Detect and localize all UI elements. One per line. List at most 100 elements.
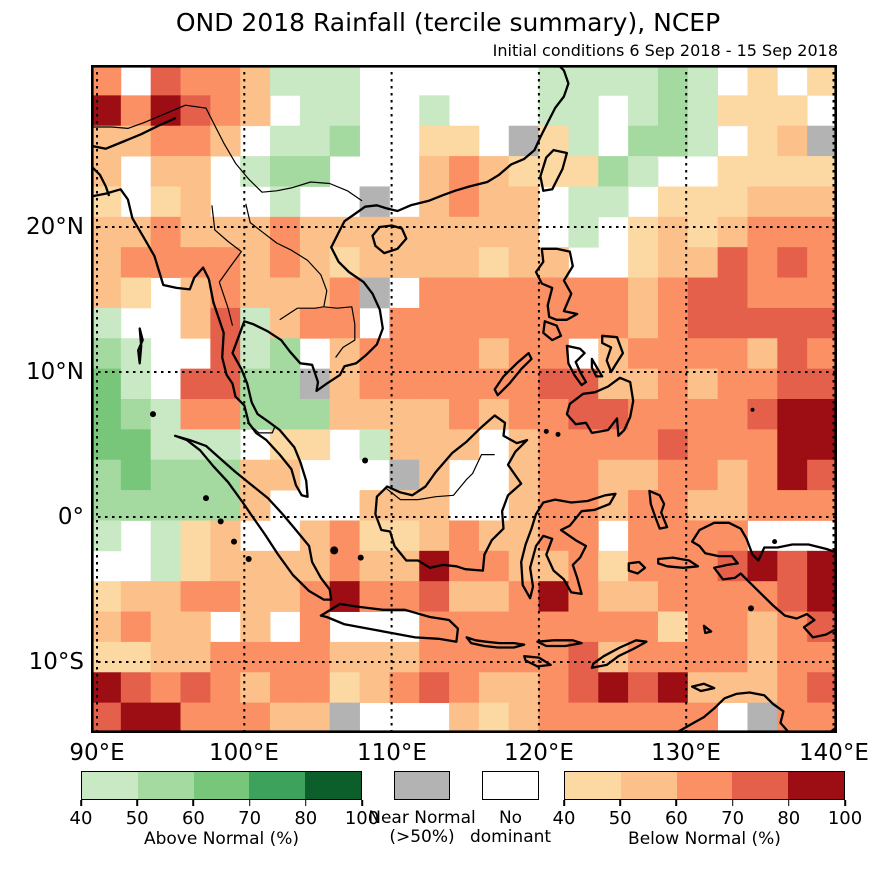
grid-cell (508, 216, 539, 248)
coastline (565, 376, 635, 437)
colorbar-segment (305, 772, 361, 799)
grid-cell (777, 641, 808, 673)
grid-cell (657, 186, 689, 218)
grid-cell (419, 277, 450, 309)
grid-cell (359, 429, 390, 461)
grid-cell (747, 156, 778, 187)
grid-cell (717, 338, 748, 370)
grid-cell (91, 520, 122, 552)
grid-cell (747, 307, 778, 339)
above-normal-label: Above Normal (%) (143, 829, 300, 849)
colorbar-tick (619, 800, 621, 806)
grid-cell (568, 95, 599, 127)
coastline (674, 691, 791, 735)
grid-cell (299, 399, 331, 430)
grid-cell (150, 611, 181, 643)
grid-cell (359, 368, 390, 400)
grid-cell (657, 307, 689, 339)
grid-cell (657, 672, 689, 704)
grid-cell (180, 95, 211, 127)
grid-cell (150, 702, 181, 734)
grid-cell (270, 307, 301, 339)
grid-cell (91, 581, 122, 612)
colorbar-tick-label: 100 (827, 808, 863, 829)
colorbar-tick-label: 50 (608, 808, 632, 829)
grid-cell (777, 216, 808, 248)
coastline (690, 682, 716, 693)
no-dominant-label: No (498, 808, 523, 828)
x-axis-tick-label: 140°E (799, 740, 869, 766)
grid-cell (210, 490, 241, 521)
grid-cell (807, 641, 838, 673)
grid-cell (747, 399, 778, 430)
grid-cell (91, 702, 122, 734)
grid-cell (270, 702, 301, 734)
map-border (90, 64, 838, 734)
grid-cell (747, 429, 778, 461)
country-border (245, 203, 356, 358)
colorbar-tick-label: 70 (238, 808, 262, 829)
grid-cell (120, 581, 152, 612)
grid-cell (299, 672, 331, 704)
grid-cell (657, 520, 689, 552)
grid-cell (150, 95, 181, 127)
grid-cell (657, 125, 689, 157)
grid-cell (270, 125, 301, 157)
grid-cell (329, 672, 360, 704)
grid-cell (568, 520, 599, 552)
no-dominant-sublabel: dominant (469, 827, 552, 847)
grid-cell (299, 307, 331, 339)
grid-cell (210, 399, 241, 430)
colorbar-tick-label: 40 (552, 808, 576, 829)
grid-cell (91, 429, 122, 461)
grid-cell (210, 277, 241, 309)
no-dominant-box (482, 771, 539, 800)
colorbar-segment (565, 772, 621, 799)
small-island (203, 495, 209, 502)
grid-cell (807, 490, 838, 521)
grid-cell (628, 520, 659, 552)
grid-cell (270, 247, 301, 278)
grid-cell (91, 399, 122, 430)
coastline (536, 639, 583, 648)
grid-cell (508, 247, 539, 278)
grid-cell (240, 672, 271, 704)
grid-cell (180, 459, 211, 491)
grid-cell (568, 65, 599, 96)
grid-cell (180, 156, 211, 187)
above-normal-colorbar-bar (81, 771, 362, 800)
grid-cell (598, 186, 629, 218)
colorbar-segment (788, 772, 844, 799)
grid-cell (120, 338, 152, 370)
small-island (357, 554, 364, 561)
coastline (690, 521, 841, 639)
grid-cell (299, 641, 331, 673)
grid-cell (419, 581, 450, 612)
grid-cell (777, 672, 808, 704)
coastline (627, 560, 647, 575)
grid-cell (270, 338, 301, 370)
grid-cell (329, 550, 360, 582)
grid-cell (807, 459, 838, 491)
small-island (362, 457, 369, 464)
colorbar-tick (788, 800, 790, 806)
y-axis-tick-label: 20°N (26, 214, 84, 240)
grid-cell (210, 459, 241, 491)
grid-cell (449, 338, 480, 370)
grid-cell (389, 399, 420, 430)
grid-cell (598, 307, 629, 339)
grid-cell (717, 247, 748, 278)
grid-cell (210, 641, 241, 673)
grid-cell (240, 399, 271, 430)
grid-cell (598, 277, 629, 309)
grid-cell (150, 672, 181, 704)
grid-cell (777, 277, 808, 309)
grid-cell (329, 125, 360, 157)
grid-cell (150, 125, 181, 157)
grid-cell (568, 702, 599, 734)
grid-cell (91, 65, 122, 96)
colorbar-tick (731, 800, 734, 806)
colorbar-tick-label: 60 (664, 808, 688, 829)
grid-cell (538, 490, 569, 521)
grid-cell (807, 702, 838, 734)
